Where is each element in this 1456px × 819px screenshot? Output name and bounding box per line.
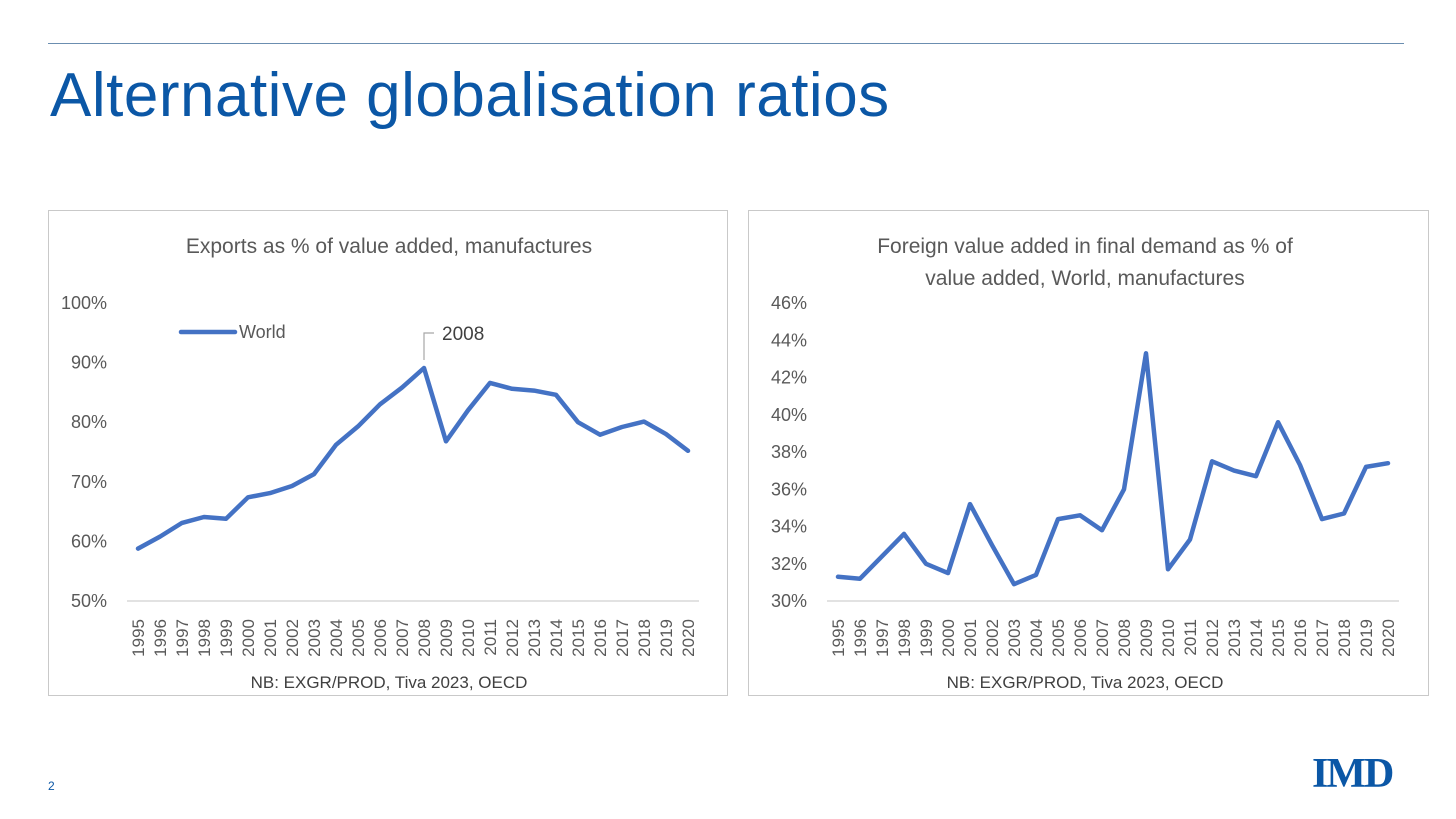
x-tick-label: 2004 (327, 619, 346, 657)
x-tick-label: 1998 (195, 619, 214, 657)
annotation-leader (423, 332, 434, 360)
legend-label: World (239, 322, 286, 342)
source-note: NB: EXGR/PROD, Tiva 2023, OECD (251, 673, 528, 692)
x-tick-label: 2015 (569, 619, 588, 657)
x-tick-label: 2012 (1203, 619, 1222, 657)
chart-exports-svg: Exports as % of value added, manufacture… (61, 235, 699, 692)
x-tick-label: 2006 (1071, 619, 1090, 657)
y-tick-label: 80% (71, 412, 107, 432)
x-tick-label: 2010 (459, 619, 478, 657)
x-tick-label: 1997 (873, 619, 892, 657)
x-tick-label: 2003 (305, 619, 324, 657)
y-tick-label: 100% (61, 293, 107, 313)
y-tick-label: 34% (771, 517, 807, 537)
x-tick-label: 1999 (217, 619, 236, 657)
x-tick-label: 2009 (1137, 619, 1156, 657)
x-tick-label: 2009 (437, 619, 456, 657)
x-tick-label: 2004 (1027, 619, 1046, 657)
chart-panel-exports: Exports as % of value added, manufacture… (48, 210, 728, 696)
annotation-label: 2008 (442, 324, 484, 345)
chart-foreign-value-added-svg: Foreign value added in final demand as %… (771, 235, 1399, 692)
x-tick-label: 2020 (679, 619, 698, 657)
x-tick-label: 2000 (239, 619, 258, 657)
x-tick-label: 2019 (657, 619, 676, 657)
x-tick-label: 2006 (371, 619, 390, 657)
chart-title-line: Foreign value added in final demand as %… (877, 235, 1293, 258)
x-tick-label: 2000 (939, 619, 958, 657)
x-tick-label: 2007 (1093, 619, 1112, 657)
x-tick-label: 2016 (1291, 619, 1310, 657)
x-tick-label: 2005 (349, 619, 368, 657)
x-tick-label: 2008 (415, 619, 434, 657)
x-tick-label: 1998 (895, 619, 914, 657)
x-tick-label: 2002 (283, 619, 302, 657)
y-tick-label: 30% (771, 591, 807, 611)
y-tick-label: 60% (71, 531, 107, 551)
imd-logo: IMD (1312, 751, 1394, 797)
x-tick-label: 1996 (851, 619, 870, 657)
x-tick-label: 2007 (393, 619, 412, 657)
x-tick-label: 2011 (481, 619, 500, 656)
series-line (135, 365, 691, 551)
y-tick-label: 44% (771, 330, 807, 350)
y-tick-label: 50% (71, 591, 107, 611)
x-tick-label: 2001 (961, 619, 980, 657)
page-number: 2 (48, 779, 55, 793)
x-tick-label: 2018 (635, 619, 654, 657)
y-tick-label: 38% (771, 442, 807, 462)
x-tick-label: 2018 (1335, 619, 1354, 657)
x-tick-label: 2003 (1005, 619, 1024, 657)
x-tick-label: 1997 (173, 619, 192, 657)
x-tick-label: 2016 (591, 619, 610, 657)
y-tick-label: 32% (771, 554, 807, 574)
x-tick-label: 2010 (1159, 619, 1178, 657)
chart-title-line: value added, World, manufactures (925, 267, 1244, 290)
top-rule (48, 43, 1404, 44)
x-tick-label: 1995 (829, 619, 848, 657)
series-line (835, 351, 1391, 587)
y-tick-label: 70% (71, 472, 107, 492)
source-note: NB: EXGR/PROD, Tiva 2023, OECD (947, 673, 1224, 692)
y-tick-label: 90% (71, 353, 107, 373)
chart-panel-foreign-value-added: Foreign value added in final demand as %… (748, 210, 1429, 696)
x-tick-label: 2014 (1247, 619, 1266, 657)
x-tick-label: 2011 (1181, 619, 1200, 656)
slide-title: Alternative globalisation ratios (50, 61, 890, 130)
x-tick-label: 2017 (613, 619, 632, 657)
y-tick-label: 36% (771, 479, 807, 499)
x-tick-label: 2014 (547, 619, 566, 657)
x-tick-label: 1995 (129, 619, 148, 657)
x-tick-label: 1999 (917, 619, 936, 657)
x-tick-label: 2012 (503, 619, 522, 657)
x-tick-label: 2019 (1357, 619, 1376, 657)
y-tick-label: 46% (771, 293, 807, 313)
x-tick-label: 2013 (525, 619, 544, 657)
x-tick-label: 2017 (1313, 619, 1332, 657)
x-tick-label: 2008 (1115, 619, 1134, 657)
x-tick-label: 2013 (1225, 619, 1244, 657)
x-tick-label: 2015 (1269, 619, 1288, 657)
x-tick-label: 2001 (261, 619, 280, 657)
x-tick-label: 2002 (983, 619, 1002, 657)
x-tick-label: 2020 (1379, 619, 1398, 657)
x-tick-label: 2005 (1049, 619, 1068, 657)
y-tick-label: 42% (771, 368, 807, 388)
chart-title-line: Exports as % of value added, manufacture… (186, 235, 592, 258)
x-tick-label: 1996 (151, 619, 170, 657)
y-tick-label: 40% (771, 405, 807, 425)
